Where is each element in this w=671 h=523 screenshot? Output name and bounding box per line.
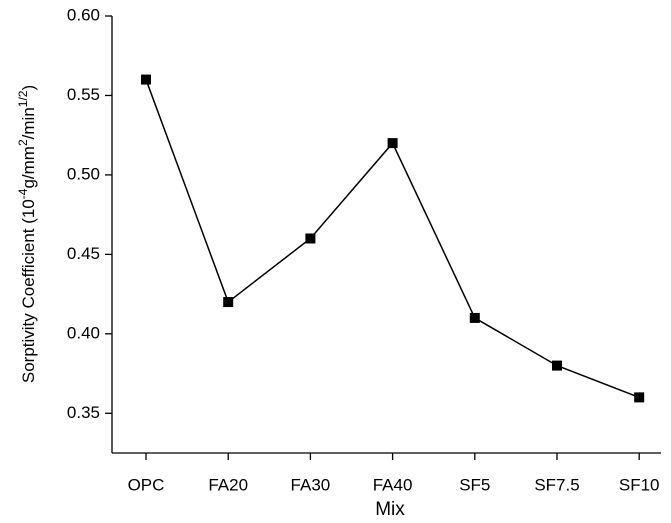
x-tick-label: OPC [128, 475, 165, 494]
marker [141, 74, 151, 85]
x-tick-label: FA40 [373, 475, 413, 494]
y-title-sup: -4 [16, 188, 30, 199]
x-tick-label: SF5 [459, 475, 490, 494]
x-axis-title: Mix [375, 499, 405, 520]
y-axis-title: Sorptivity Coefficient (10-4g/mm2/min1/2… [16, 85, 38, 383]
marker [634, 392, 645, 403]
marker [223, 297, 234, 308]
data-line [145, 79, 640, 399]
y-tick-label: 0.55 [67, 85, 100, 104]
y-title-part: ) [19, 85, 38, 91]
y-title-sup: 1/2 [16, 90, 30, 107]
marker [305, 233, 316, 244]
y-title-part: g/mm [19, 146, 38, 189]
y-tick-label: 0.60 [67, 5, 100, 24]
y-tick-label: 0.45 [67, 244, 100, 263]
marker [387, 138, 398, 149]
x-tick-label: FA20 [208, 475, 248, 494]
y-title-part: /min [19, 107, 38, 139]
x-tick-label: SF10 [619, 475, 660, 494]
x-tick-label: FA30 [291, 475, 331, 494]
y-tick-label: 0.40 [67, 323, 100, 342]
x-tick-label: SF7.5 [534, 475, 579, 494]
marker [469, 312, 480, 323]
y-title-part: Sorptivity Coefficient (10 [19, 199, 38, 383]
marker [552, 360, 562, 371]
y-title-sup: 2 [16, 139, 30, 146]
y-tick-label: 0.50 [67, 164, 100, 183]
y-tick-label: 0.35 [67, 403, 100, 422]
